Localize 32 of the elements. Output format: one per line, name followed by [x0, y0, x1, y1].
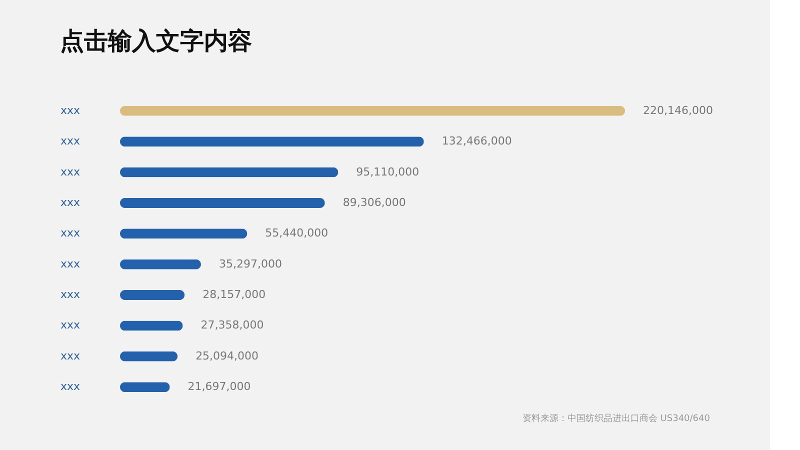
text: 资料来源：中国纺织品进出口商会 US340/640 — [522, 413, 710, 424]
bar — [120, 198, 325, 208]
bar — [120, 167, 338, 178]
y-tick-label: xxx — [60, 134, 81, 148]
bar — [120, 290, 185, 300]
bar — [120, 228, 248, 239]
y-tick-label: xxx — [60, 165, 81, 178]
bar — [120, 106, 625, 116]
data-label: 27,358,000 — [200, 318, 264, 332]
data-label: 89,306,000 — [342, 196, 406, 209]
y-tick-label: xxx — [60, 380, 81, 394]
bar — [120, 382, 170, 392]
data-label: 28,157,000 — [202, 288, 266, 302]
data-label: 35,297,000 — [218, 257, 282, 270]
bar — [120, 351, 178, 362]
y-tick-label: xxx — [60, 288, 81, 302]
y-tick-label: xxx — [60, 257, 81, 270]
bar — [120, 136, 424, 147]
data-label: 21,697,000 — [188, 380, 251, 394]
y-tick-label: xxx — [60, 349, 81, 362]
y-tick-label: xxx — [60, 196, 81, 209]
data-label: 95,110,000 — [356, 165, 420, 178]
y-tick-label: xxx — [60, 318, 81, 332]
chart-title: 点击输入文字内容 — [60, 27, 252, 55]
y-tick-label: xxx — [60, 226, 81, 240]
bar — [120, 259, 201, 270]
data-label: 25,094,000 — [196, 349, 259, 362]
data-label: 220,146,000 — [643, 104, 713, 117]
bar — [120, 320, 183, 331]
y-tick-label: xxx — [60, 104, 81, 117]
data-label: 132,466,000 — [442, 134, 512, 148]
data-label: 55,440,000 — [265, 226, 328, 240]
